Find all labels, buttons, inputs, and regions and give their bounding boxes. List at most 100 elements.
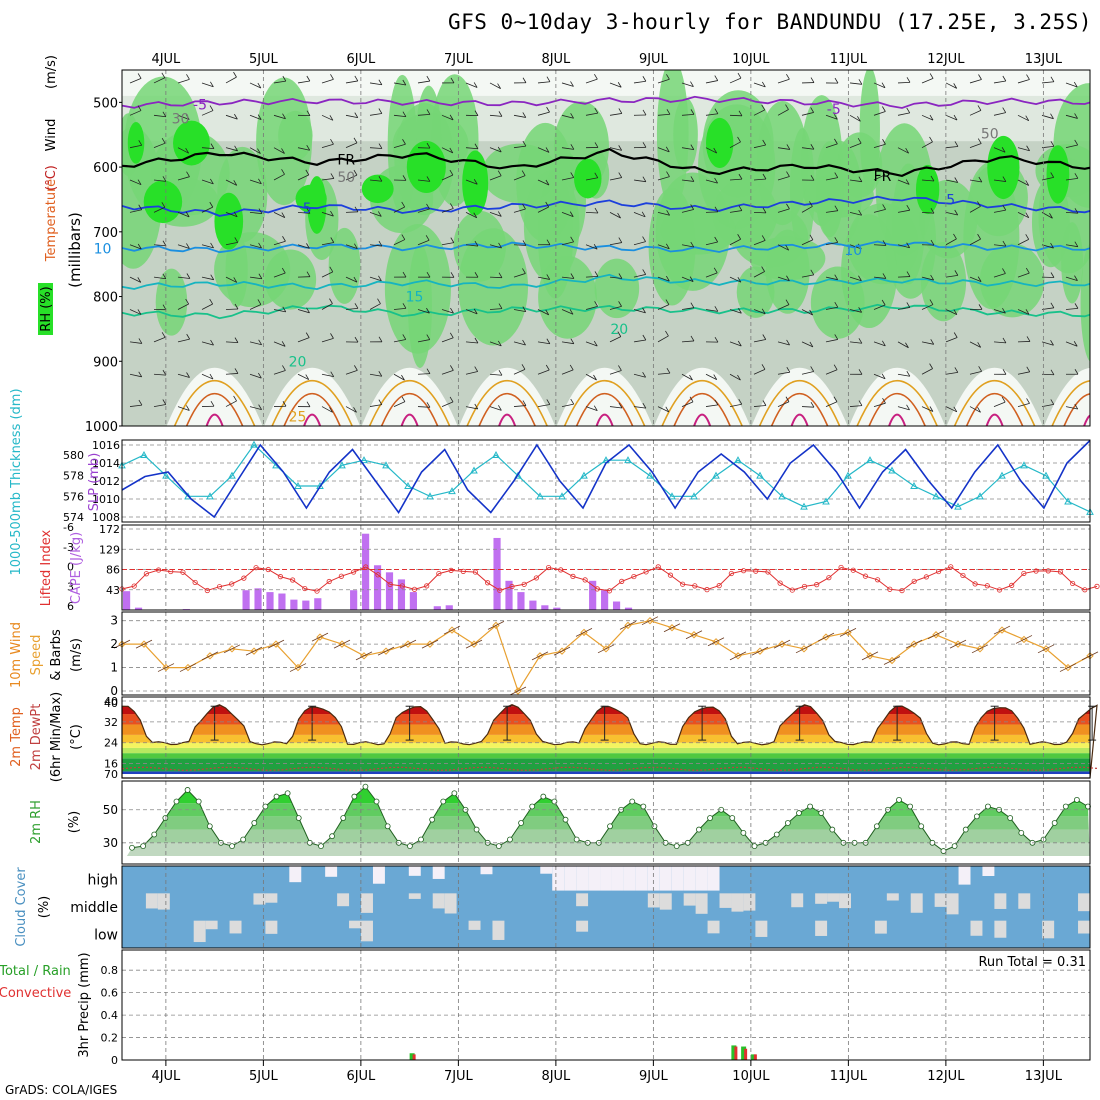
wind-barb-flag [882,204,886,210]
rh2m-marker [773,831,780,838]
cape-bar [589,580,597,610]
wind-barb [369,404,382,407]
wind-barb [705,113,718,116]
wind-barb [345,114,358,119]
temp-bottom-label: 70 [104,768,118,781]
contour-label: 20 [610,322,628,338]
precip-tick-label: 0.6 [101,987,119,1000]
thickness-marker [932,492,940,500]
lifted-marker [350,569,357,575]
wind-barb [873,341,886,347]
wind-barb [393,339,406,343]
panel-frame-p1 [121,69,1091,427]
wind-barb-flag [162,369,167,376]
wind-barb-flag [162,273,167,279]
wind-barb [393,307,406,310]
wind-barb-flag [305,169,310,176]
cloud-clear-cell [874,920,887,934]
wind-barb [753,368,766,375]
rh2m-marker [818,810,825,816]
cloud-clear-cell [683,893,696,906]
wind-barb-flag [138,140,143,146]
wind-barb-flag [330,210,334,217]
wind-barb-flag [545,147,550,153]
rh2m-marker [784,820,791,826]
wind-barb [345,80,358,84]
wind-barb [825,177,838,181]
wind-barb-flag [930,208,935,214]
panel-frame-p4 [121,611,1091,696]
wind-barb-flag [666,109,671,115]
wind-barb [1041,81,1054,84]
wind-barb-flag [834,334,839,340]
wind-barb [153,179,166,182]
rh2m-marker [540,793,547,800]
lifted-marker [485,580,491,586]
wind-barb [177,114,190,120]
wind-barb-flag [210,143,215,149]
wind-barb [129,373,142,378]
wind-barb [777,244,789,251]
wind-barb-flag [738,110,743,117]
cloud-clear-cell [815,893,828,904]
wind-barb-flag [474,110,479,116]
lifted-marker [826,575,832,581]
wind-barb-flag [497,146,502,153]
wind-barb [561,177,574,181]
wind-barb-flag [665,275,670,282]
wind-barb-flag [977,201,981,207]
isotherm-25 [368,380,451,426]
wind-barb-flag [906,77,911,83]
wind-barb-flag [570,81,574,87]
wind-barb [921,341,934,345]
wind-barb [225,147,238,152]
slp-tick-label: 1010 [92,493,120,506]
wind-barb [465,82,478,88]
wind-barb [249,373,262,379]
wind-barb [153,404,166,407]
wind-barb [225,242,238,246]
wind-barb [945,238,957,246]
isotherm-30 [380,393,439,426]
thickness-marker [646,471,654,479]
wind-barb-10m [905,639,923,649]
wind-barb-flag [185,114,190,120]
wind-barb [801,274,814,278]
precip-convective-bar [753,1054,757,1060]
wind-barb [681,307,694,310]
wind-barb [201,373,214,380]
rh2m-marker [195,798,202,805]
wind-barb [729,141,741,149]
wind-barb [681,209,694,213]
bottom-day-label: 4JUL [151,1069,181,1084]
wind-barb [537,404,550,407]
wind-barb-flag [426,142,431,149]
wind-barb [441,309,454,314]
wind-barb-flag [834,172,839,178]
ms-axis-label: (m/s) [44,55,59,89]
lifted-marker [497,587,503,593]
upper-air-field [122,70,1090,426]
wind-barb-flag [522,306,527,312]
wind-barb-10m [443,625,461,635]
bottom-day-label: 10JUL [732,1069,770,1084]
wind-barb [921,304,934,310]
wind-barb [633,212,646,218]
wind-barb [321,406,333,413]
wind-barb-flag [834,205,839,211]
wind-barb [753,271,765,278]
rh2m-marker [951,843,958,849]
temp-tick-label: 24 [104,737,118,750]
wind-barb [129,179,142,186]
isotherm-30 [965,393,1024,426]
wind-barb-flag [234,113,238,120]
wind-barb [969,370,982,375]
wind-barb [1065,82,1078,88]
cape-bar [624,607,633,610]
contour-label: -5 [193,97,207,113]
wind-barb-flag [954,270,959,276]
lifted-marker [338,573,344,579]
cloud-clear-cell [647,893,660,908]
wind-barb-10m [377,646,395,656]
wind-barb-flag [617,82,622,88]
